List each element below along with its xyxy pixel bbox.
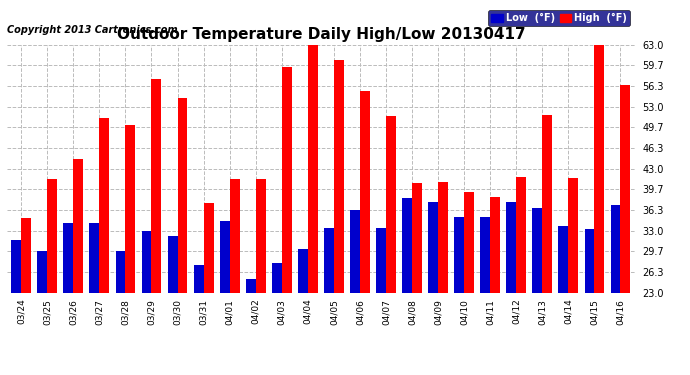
Bar (246, 279, 256, 292)
Bar (48, 179, 57, 292)
Bar (584, 230, 594, 292)
Bar (490, 196, 500, 292)
Bar (350, 210, 360, 292)
Bar (360, 92, 370, 292)
Bar (152, 79, 161, 292)
Bar (533, 208, 542, 292)
Bar (386, 116, 396, 292)
Title: Outdoor Temperature Daily High/Low 20130417: Outdoor Temperature Daily High/Low 20130… (117, 27, 525, 42)
Text: Copyright 2013 Cartronics.com: Copyright 2013 Cartronics.com (7, 25, 177, 35)
Bar (168, 236, 177, 292)
Bar (506, 201, 516, 292)
Bar (282, 67, 292, 292)
Bar (219, 221, 230, 292)
Bar (542, 115, 552, 292)
Bar (37, 251, 48, 292)
Bar (412, 183, 422, 292)
Bar (594, 45, 604, 292)
Bar (99, 118, 109, 292)
Bar (204, 203, 213, 292)
Bar (376, 228, 386, 292)
Bar (334, 60, 344, 292)
Bar (402, 198, 412, 292)
Bar (73, 159, 83, 292)
Bar (21, 218, 31, 292)
Bar (308, 45, 317, 292)
Bar (464, 192, 474, 292)
Bar (569, 178, 578, 292)
Bar (480, 217, 490, 292)
Bar (63, 223, 73, 292)
Bar (324, 228, 334, 292)
Bar (438, 182, 448, 292)
Bar (11, 240, 21, 292)
Bar (558, 226, 569, 292)
Bar (516, 177, 526, 292)
Legend: Low  (°F), High  (°F): Low (°F), High (°F) (488, 10, 630, 26)
Bar (141, 231, 152, 292)
Bar (272, 263, 282, 292)
Bar (611, 205, 620, 292)
Bar (298, 249, 308, 292)
Bar (230, 179, 239, 292)
Bar (256, 179, 266, 292)
Bar (454, 217, 464, 292)
Bar (126, 126, 135, 292)
Bar (177, 98, 188, 292)
Bar (115, 251, 126, 292)
Bar (194, 265, 204, 292)
Bar (428, 201, 438, 292)
Bar (90, 223, 99, 292)
Bar (620, 85, 631, 292)
